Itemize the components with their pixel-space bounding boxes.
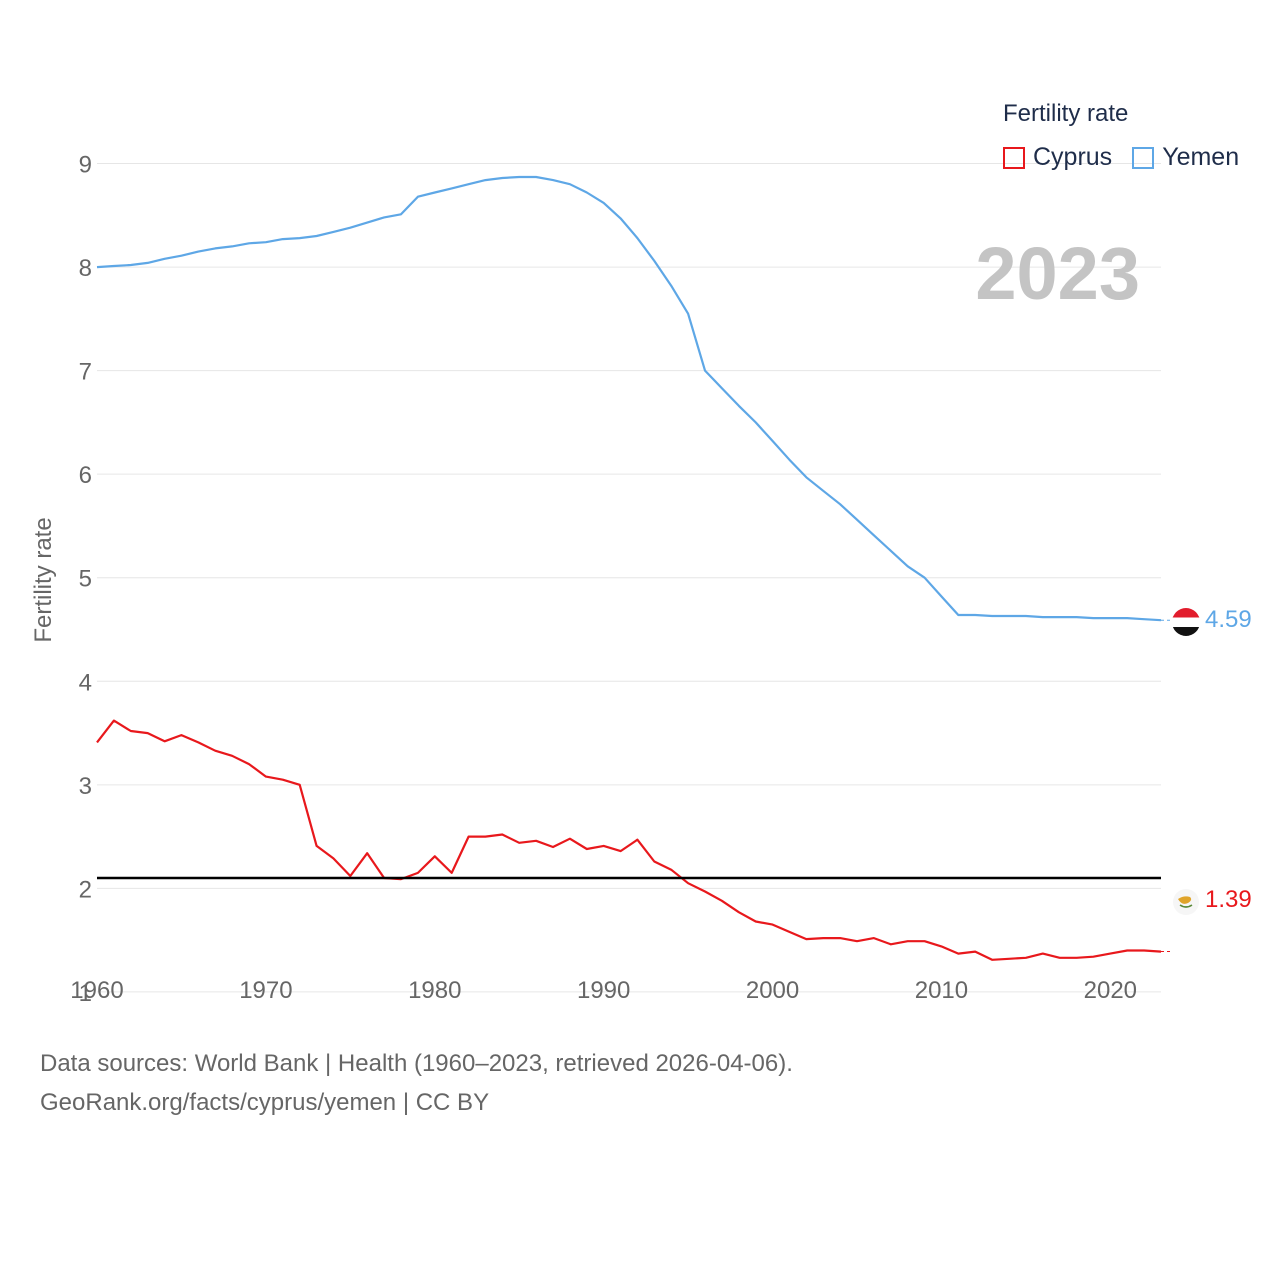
x-tick-label-2020: 2020	[1084, 977, 1137, 1004]
yemen-swatch-icon	[1132, 146, 1155, 169]
legend: Cyprus Yemen	[1003, 143, 1259, 172]
legend-title: Fertility rate	[1003, 100, 1129, 127]
series-lines	[96, 175, 1172, 961]
yemen-flag-icon	[1172, 608, 1200, 636]
gridlines	[97, 163, 1161, 993]
legend-item-cyprus[interactable]: Cyprus	[1003, 143, 1112, 172]
x-tick-label-2010: 2010	[915, 977, 968, 1004]
x-tick-label-1970: 1970	[239, 977, 292, 1004]
y-tick-label-7: 7	[79, 359, 92, 386]
y-tick-label-3: 3	[79, 773, 92, 800]
yemen-end-value: 4.59	[1205, 606, 1252, 633]
y-tick-label-1: 1	[79, 980, 92, 1007]
legend-label-cyprus: Cyprus	[1033, 143, 1113, 171]
x-tick-label-1960: 1960	[70, 977, 123, 1004]
legend-item-yemen[interactable]: Yemen	[1132, 143, 1239, 172]
x-axis-ticks: 1960 1970 1980 1990 2000 2010 2020	[70, 977, 1137, 1004]
y-tick-label-6: 6	[79, 462, 92, 489]
series-line-cyprus	[96, 719, 1162, 961]
x-tick-label-1990: 1990	[577, 977, 630, 1004]
footer: Data sources: World Bank | Health (1960–…	[40, 1044, 793, 1122]
data-sources-text: Data sources: World Bank | Health (1960–…	[40, 1050, 793, 1077]
y-axis-label: Fertility rate	[30, 517, 57, 642]
big-year-label: 2023	[975, 232, 1140, 315]
y-tick-label-2: 2	[79, 876, 92, 903]
cyprus-swatch-icon	[1003, 146, 1025, 169]
y-tick-label-4: 4	[79, 669, 92, 696]
source-url-text[interactable]: GeoRank.org/facts/cyprus/yemen | CC BY	[40, 1089, 490, 1116]
legend-label-yemen: Yemen	[1162, 143, 1240, 171]
y-tick-label-5: 5	[79, 566, 92, 593]
series-line-yemen	[96, 175, 1162, 622]
y-axis-ticks: 1 2 3 4 5 6 7 8 9	[79, 152, 92, 1007]
x-tick-label-1980: 1980	[408, 977, 461, 1004]
y-tick-label-9: 9	[79, 152, 92, 179]
y-tick-label-8: 8	[79, 255, 92, 282]
cyprus-end-value: 1.39	[1205, 886, 1252, 913]
cyprus-flag-icon	[1173, 889, 1199, 915]
x-tick-label-2000: 2000	[746, 977, 799, 1004]
